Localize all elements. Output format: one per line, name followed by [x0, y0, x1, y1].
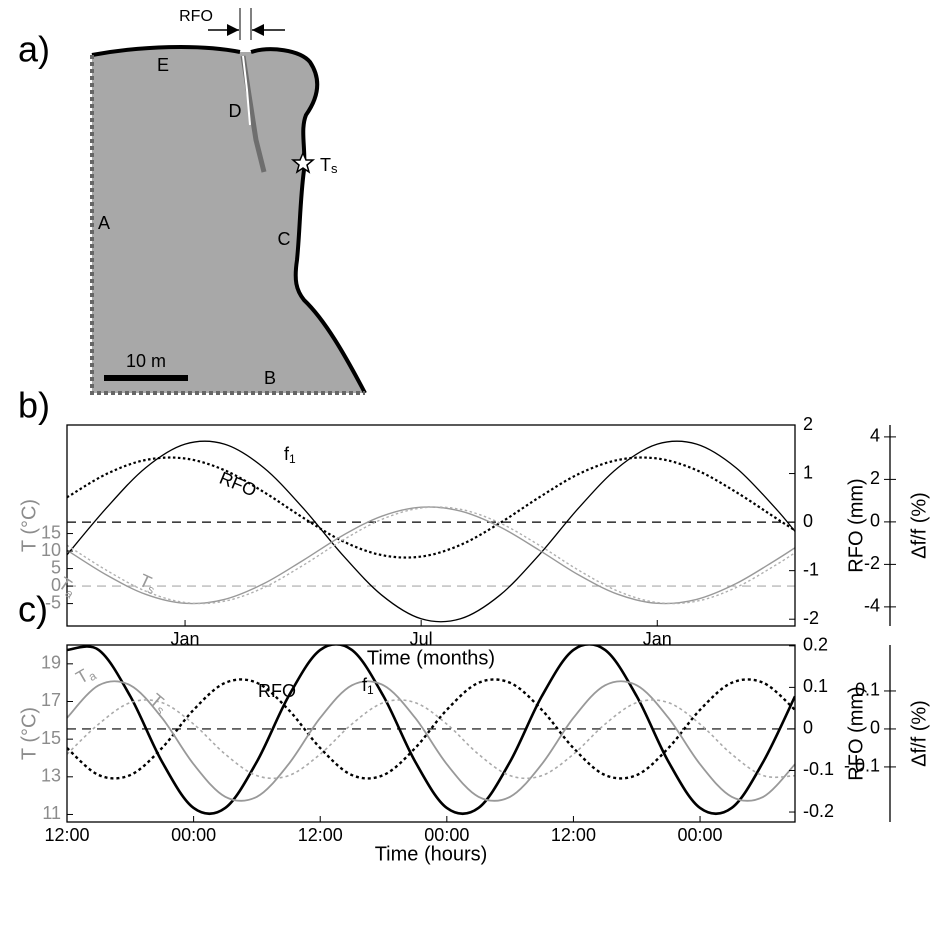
- sensor-label: Ts: [320, 155, 338, 177]
- y2-tick-label: 0: [803, 511, 813, 531]
- x-tick-label: Jan: [643, 629, 672, 649]
- y2-axis-title: RFO (mm): [845, 478, 867, 572]
- annotation-text: RFO: [258, 681, 296, 701]
- annotation: RFO: [217, 468, 260, 501]
- y-tick-label: 15: [41, 728, 61, 748]
- y2-tick-label: 1: [803, 462, 813, 482]
- y-tick-label: 10: [41, 540, 61, 560]
- annotation-text: f: [284, 444, 290, 464]
- x-tick-label: 12:00: [44, 825, 89, 845]
- y3-tick-label: 4: [870, 426, 880, 446]
- series-line: [67, 506, 795, 605]
- y3-axis-title: Δf/f (%): [908, 492, 930, 559]
- y2-tick-label: 0.2: [803, 635, 828, 655]
- plot-frame: [66, 424, 796, 627]
- x-tick-label: 12:00: [298, 825, 343, 845]
- annotation-sub: s: [145, 582, 156, 597]
- plot-frame: [66, 644, 796, 823]
- y3-tick-label: 0: [870, 511, 880, 531]
- y2-tick-label: -0.1: [803, 759, 834, 779]
- series-line: [67, 699, 795, 780]
- y2-tick-label: 2: [803, 414, 813, 434]
- x-axis-title: Time (months): [367, 647, 495, 669]
- series-line: [67, 456, 795, 559]
- panel-label: b): [18, 385, 50, 426]
- panel-label: a): [18, 29, 50, 70]
- x-axis-title: Time (hours): [375, 843, 488, 865]
- y-tick-label: 15: [41, 522, 61, 542]
- scale-label: 10 m: [126, 351, 166, 371]
- y3-tick-label: -4: [864, 596, 880, 616]
- x-tick-label: Jul: [410, 629, 433, 649]
- y-tick-label: 17: [41, 690, 61, 710]
- series-line: [67, 440, 795, 623]
- sensor-label-main: T: [320, 155, 331, 175]
- y-tick-label: 19: [41, 653, 61, 673]
- annotation-text: RFO: [217, 468, 260, 501]
- y-tick-label: -5: [45, 592, 61, 612]
- y-axis-title: T (°C): [18, 499, 40, 552]
- y2-tick-label: -0.2: [803, 801, 834, 821]
- y-axis-title: T (°C): [18, 707, 40, 760]
- sensor-star: [290, 151, 316, 174]
- annotation-text: f: [362, 675, 368, 695]
- rfo-label: RFO: [179, 8, 213, 25]
- y-tick-label: 5: [51, 557, 61, 577]
- annotation: f1: [362, 675, 374, 697]
- y-tick-label: 13: [41, 766, 61, 786]
- x-tick-label: Jan: [171, 629, 200, 649]
- boundary-label: D: [229, 101, 242, 121]
- x-tick-label: 00:00: [678, 825, 723, 845]
- y3-axis-title: Δf/f (%): [908, 700, 930, 767]
- x-tick-label: 12:00: [551, 825, 596, 845]
- y2-axis-title: RFO (mm): [845, 686, 867, 780]
- free-surface: [91, 45, 367, 394]
- cliff-diagram: 10 m E D A C B Ts RFO: [90, 8, 367, 395]
- boundary-label: A: [98, 213, 110, 233]
- sensor-label-sub: s: [331, 161, 338, 176]
- y-tick-label: 11: [42, 803, 61, 823]
- cliff-body: [92, 46, 365, 393]
- annotation: Ts: [135, 570, 160, 598]
- annotation-sub: 1: [289, 452, 296, 466]
- y3-tick-label: -2: [864, 553, 880, 573]
- panel-label: c): [18, 589, 48, 630]
- annotation: RFO: [258, 681, 296, 701]
- boundary-label: E: [157, 55, 169, 75]
- crack-opening: [242, 55, 251, 126]
- y-tick-label: 0: [51, 575, 61, 595]
- y2-tick-label: 0.1: [803, 676, 828, 696]
- y3-tick-label: 0: [870, 718, 880, 738]
- annotation: Ts: [145, 689, 172, 717]
- y3-tick-label: - 0.1: [844, 756, 880, 776]
- series-line: [67, 645, 795, 816]
- model-boundary: [90, 55, 365, 395]
- y2-tick-label: -1: [803, 559, 819, 579]
- y2-tick-label: -2: [803, 608, 819, 628]
- annotation-sub: 1: [367, 683, 374, 697]
- series-line: [67, 680, 795, 802]
- boundary-label: B: [264, 368, 276, 388]
- x-tick-label: 00:00: [424, 825, 469, 845]
- annotation: Ta: [72, 661, 99, 689]
- boundary-label: C: [278, 229, 291, 249]
- y2-tick-label: 0: [803, 718, 813, 738]
- y3-tick-label: 2: [870, 468, 880, 488]
- annotation: f1: [284, 444, 296, 466]
- y3-tick-label: 0.1: [855, 680, 880, 700]
- x-tick-label: 00:00: [171, 825, 216, 845]
